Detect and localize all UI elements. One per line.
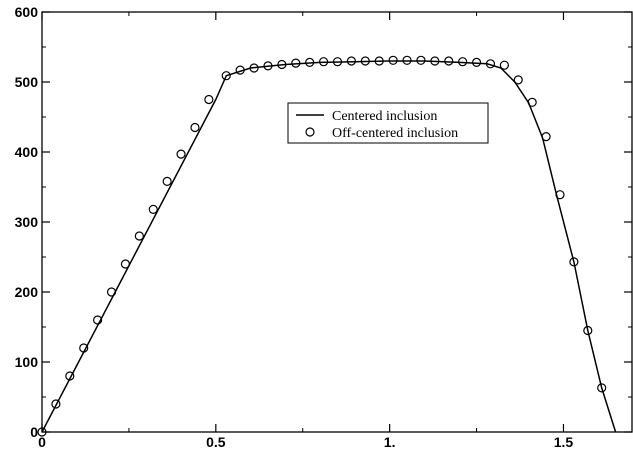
data-point-off-centered [444, 56, 454, 66]
legend: Centered inclusion Off-centered inclusio… [287, 102, 489, 144]
data-point-off-centered [513, 75, 523, 85]
data-point-off-centered [51, 399, 61, 409]
legend-marker-swatch [305, 127, 315, 137]
axes: 0 0.5 1. 1.5 0 100 200 300 400 500 600 [15, 4, 633, 450]
y-tick-label: 500 [15, 74, 39, 90]
plot-frame [41, 11, 633, 433]
x-tick-label: 0 [38, 434, 46, 450]
legend-label-centered: Centered inclusion [332, 109, 437, 124]
data-point-off-centered [37, 427, 47, 437]
data-point-off-centered [346, 56, 357, 66]
data-point-off-centered [79, 343, 89, 353]
data-point-off-centered [148, 204, 158, 214]
data-point-off-centered [120, 259, 131, 269]
legend-box [287, 102, 489, 144]
data-point-off-centered [106, 287, 117, 297]
plot-area [37, 55, 617, 437]
data-point-off-centered [332, 57, 343, 67]
data-point-off-centered [416, 55, 426, 65]
data-point-off-centered [583, 325, 593, 336]
data-point-off-centered [263, 61, 273, 71]
y-tick-label: 0 [30, 424, 38, 440]
data-point-off-centered [162, 176, 172, 186]
x-tick-label: 1. [384, 434, 396, 450]
data-point-off-centered [485, 59, 496, 69]
y-tick-label: 300 [15, 214, 39, 230]
data-point-off-centered [221, 71, 231, 81]
y-tick-label: 600 [15, 4, 39, 20]
y-tick-label: 200 [15, 284, 39, 300]
data-point-off-centered [569, 257, 579, 267]
data-point-off-centered [190, 122, 200, 133]
data-point-off-centered [235, 65, 245, 75]
data-point-off-centered [176, 149, 186, 159]
data-point-off-centered [555, 190, 565, 200]
data-point-off-centered [388, 55, 398, 65]
data-point-off-centered [291, 58, 301, 68]
x-tick-label: 0.5 [206, 434, 226, 450]
data-point-off-centered [541, 132, 551, 142]
data-point-off-centered [277, 59, 287, 70]
data-point-off-centered [305, 57, 315, 68]
data-point-off-centered [249, 63, 259, 73]
data-point-off-centered [430, 56, 440, 66]
data-point-off-centered [597, 383, 607, 393]
y-tick-label: 100 [15, 354, 39, 370]
data-point-off-centered [374, 56, 384, 66]
legend-label-off-centered: Off-centered inclusion [332, 126, 458, 141]
data-point-off-centered [318, 57, 329, 67]
data-point-off-centered [65, 371, 75, 381]
y-tick-label: 400 [15, 144, 39, 160]
x-tick-label: 1.5 [554, 434, 574, 450]
data-point-off-centered [204, 94, 214, 105]
data-point-off-centered [93, 315, 103, 325]
data-point-off-centered [499, 60, 509, 70]
data-point-off-centered [134, 231, 144, 241]
data-point-off-centered [402, 55, 412, 65]
data-point-off-centered [458, 57, 468, 67]
data-point-off-centered [527, 97, 537, 107]
data-point-off-centered [360, 56, 370, 66]
data-point-off-centered [471, 57, 482, 68]
